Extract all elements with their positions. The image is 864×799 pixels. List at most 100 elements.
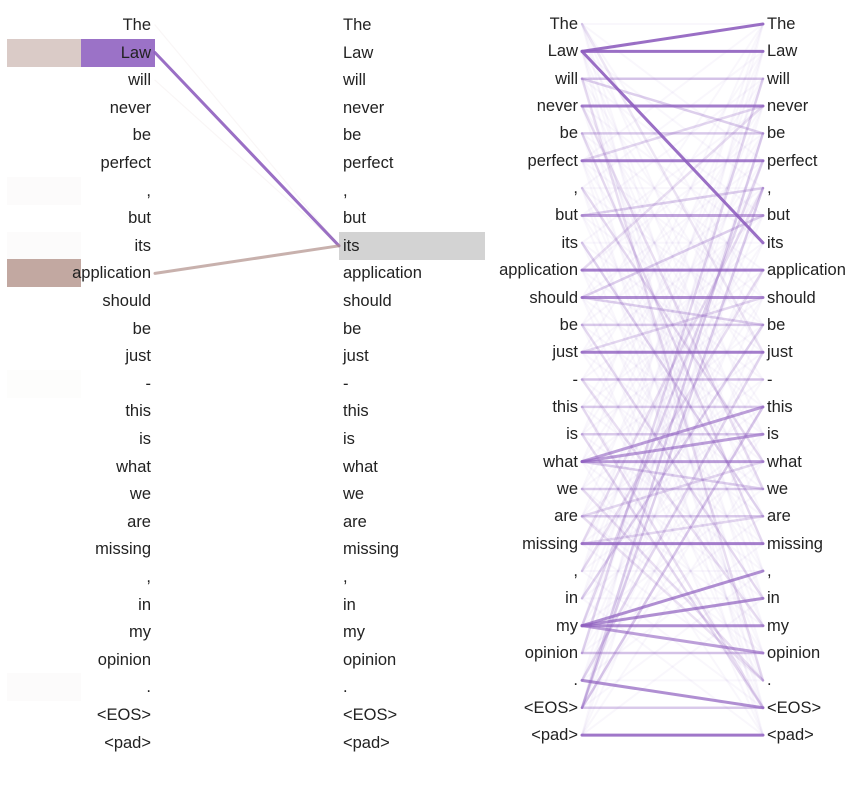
layer-target-token[interactable]: we: [767, 479, 789, 498]
layer-source-token[interactable]: <pad>: [531, 726, 578, 745]
layer-target-token[interactable]: <pad>: [767, 726, 814, 745]
source-token[interactable]: Law: [120, 43, 151, 62]
source-token[interactable]: should: [102, 292, 151, 310]
layer-target-token[interactable]: application: [767, 261, 846, 280]
source-token[interactable]: my: [129, 623, 151, 642]
source-token[interactable]: missing: [95, 540, 151, 559]
layer-source-token[interactable]: are: [554, 507, 578, 526]
layer-source-token[interactable]: we: [556, 479, 578, 498]
layer-target-token[interactable]: be: [767, 124, 786, 143]
source-token[interactable]: will: [128, 71, 151, 90]
layer-target-token[interactable]: perfect: [767, 151, 818, 170]
layer-target-token[interactable]: just: [767, 343, 793, 362]
layer-source-token[interactable]: perfect: [527, 151, 578, 170]
layer-target-token[interactable]: are: [767, 507, 791, 526]
source-token[interactable]: but: [128, 209, 151, 228]
layer-target-token[interactable]: never: [767, 97, 809, 116]
source-token[interactable]: just: [125, 347, 151, 366]
layer-source-token[interactable]: -: [572, 370, 579, 389]
layer-target-token[interactable]: but: [767, 206, 790, 225]
layer-source-token[interactable]: <EOS>: [523, 698, 578, 717]
layer-target-token[interactable]: what: [767, 452, 802, 471]
source-token[interactable]: ,: [146, 568, 151, 586]
layer-target-token[interactable]: .: [767, 671, 772, 690]
layer-source-token[interactable]: will: [555, 69, 578, 88]
layer-source-token[interactable]: be: [559, 315, 578, 334]
query-token[interactable]: my: [343, 623, 365, 642]
source-token[interactable]: never: [109, 98, 151, 117]
layer-source-token[interactable]: ,: [573, 179, 578, 198]
source-token[interactable]: its: [134, 236, 152, 255]
layer-target-token[interactable]: will: [767, 69, 790, 88]
query-token[interactable]: be: [343, 319, 362, 338]
source-token[interactable]: this: [125, 402, 151, 421]
layer-target-token[interactable]: in: [767, 589, 780, 608]
layer-source-token[interactable]: never: [536, 97, 578, 116]
layer-target-token[interactable]: The: [767, 15, 796, 33]
layer-target-token[interactable]: should: [767, 288, 816, 307]
layer-target-token[interactable]: ,: [767, 562, 772, 580]
layer-target-token[interactable]: my: [767, 616, 789, 635]
layer-source-token[interactable]: .: [573, 671, 578, 690]
query-token[interactable]: -: [343, 374, 349, 393]
query-token[interactable]: is: [343, 430, 355, 448]
source-token[interactable]: be: [132, 126, 151, 145]
source-token[interactable]: be: [132, 319, 151, 338]
source-token[interactable]: we: [129, 485, 151, 504]
layer-target-token[interactable]: this: [767, 397, 793, 416]
query-token[interactable]: its: [343, 236, 360, 255]
layer-source-token[interactable]: this: [552, 397, 578, 416]
query-token[interactable]: Law: [343, 43, 374, 62]
query-token[interactable]: <EOS>: [343, 706, 398, 724]
layer-source-token[interactable]: should: [529, 288, 578, 307]
query-token[interactable]: should: [343, 292, 392, 310]
query-token[interactable]: ,: [343, 181, 348, 200]
layer-target-token[interactable]: <EOS>: [767, 698, 822, 717]
source-token[interactable]: .: [146, 678, 151, 697]
layer-source-token[interactable]: but: [555, 206, 578, 225]
layer-target-token[interactable]: Law: [767, 42, 798, 61]
query-token[interactable]: what: [343, 457, 378, 476]
query-token[interactable]: The: [343, 16, 372, 34]
layer-source-token[interactable]: The: [549, 15, 578, 33]
layer-source-token[interactable]: is: [566, 425, 578, 444]
query-token[interactable]: be: [343, 126, 362, 145]
query-token[interactable]: will: [343, 71, 366, 90]
layer-target-token[interactable]: is: [767, 425, 779, 444]
layer-source-token[interactable]: what: [543, 452, 578, 471]
query-token[interactable]: are: [343, 512, 367, 531]
source-token[interactable]: opinion: [97, 650, 151, 669]
query-token[interactable]: perfect: [343, 154, 394, 172]
layer-source-token[interactable]: opinion: [524, 644, 578, 663]
query-token[interactable]: ,: [343, 568, 348, 586]
layer-source-token[interactable]: Law: [547, 42, 578, 61]
layer-target-token[interactable]: ,: [767, 179, 772, 198]
query-token[interactable]: .: [343, 678, 348, 697]
source-token[interactable]: perfect: [100, 154, 151, 172]
source-token[interactable]: -: [145, 374, 152, 393]
layer-target-token[interactable]: be: [767, 315, 786, 334]
query-token[interactable]: we: [343, 485, 365, 504]
query-token[interactable]: missing: [343, 540, 399, 559]
query-token[interactable]: opinion: [343, 650, 397, 669]
source-token[interactable]: in: [138, 595, 151, 614]
source-token[interactable]: are: [127, 512, 151, 531]
layer-source-token[interactable]: application: [499, 261, 578, 280]
query-token[interactable]: <pad>: [343, 733, 390, 752]
layer-source-token[interactable]: its: [561, 233, 579, 252]
layer-source-token[interactable]: my: [556, 616, 578, 635]
layer-target-token[interactable]: missing: [767, 534, 823, 553]
source-token[interactable]: <pad>: [104, 733, 151, 752]
layer-source-token[interactable]: missing: [522, 534, 578, 553]
query-token[interactable]: never: [343, 98, 385, 117]
layer-source-token[interactable]: just: [552, 343, 578, 362]
query-token[interactable]: application: [343, 264, 422, 283]
layer-source-token[interactable]: ,: [573, 562, 578, 580]
source-token[interactable]: ,: [146, 181, 151, 200]
query-token[interactable]: in: [343, 595, 356, 614]
layer-target-token[interactable]: its: [767, 233, 784, 252]
source-token[interactable]: <EOS>: [96, 706, 151, 724]
query-token[interactable]: just: [343, 347, 369, 366]
layer-source-token[interactable]: in: [565, 589, 578, 608]
source-token[interactable]: what: [116, 457, 151, 476]
